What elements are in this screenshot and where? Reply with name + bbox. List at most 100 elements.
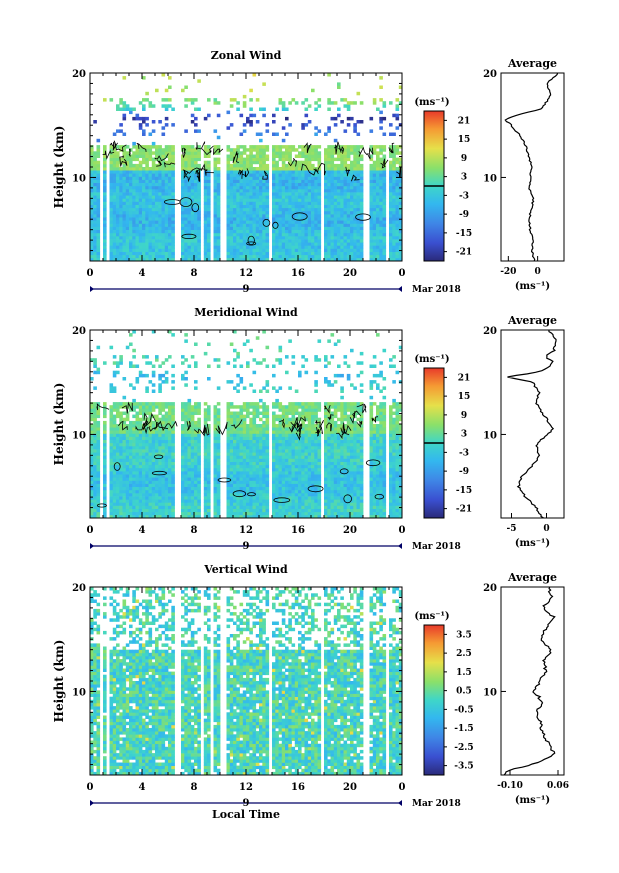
heatmap-cell — [164, 220, 169, 224]
heatmap-cell — [164, 442, 169, 447]
heatmap-cell — [311, 214, 315, 218]
heatmap-cell — [138, 430, 143, 434]
heatmap-cell — [142, 229, 146, 234]
heatmap-cell — [164, 467, 169, 472]
heatmap-cell — [125, 489, 130, 494]
heatmap-cell — [242, 232, 247, 237]
heatmap-cell — [372, 148, 377, 152]
heatmap-cell — [333, 195, 338, 199]
heatmap-cell — [330, 245, 335, 249]
heatmap-cell — [96, 489, 101, 494]
heatmap-cell — [340, 223, 344, 227]
heatmap-cell — [148, 145, 153, 149]
heatmap-cell — [359, 167, 364, 171]
heatmap-cell — [158, 433, 162, 437]
heatmap-cell — [255, 254, 260, 259]
heatmap-cell — [142, 116, 146, 121]
heatmap-cell — [171, 220, 175, 224]
heatmap-cell — [109, 163, 114, 168]
heatmap-cell — [171, 514, 175, 519]
heatmap-cell — [151, 176, 156, 180]
heatmap-cell — [356, 157, 361, 162]
heatmap-cell — [356, 245, 361, 249]
heatmap-cell — [158, 389, 162, 393]
heatmap-cell — [291, 204, 296, 209]
heatmap-cell — [398, 210, 403, 215]
heatmap-cell — [272, 160, 276, 165]
heatmap-cell — [233, 188, 237, 193]
heatmap-cell — [226, 220, 231, 224]
heatmap-cell — [109, 185, 114, 190]
heatmap-cell — [350, 145, 354, 149]
heatmap-cell — [207, 505, 211, 509]
heatmap-cell — [119, 239, 123, 243]
heatmap-cell — [382, 217, 387, 221]
heatmap-cell — [164, 480, 169, 484]
heatmap-cell — [369, 239, 374, 243]
heatmap-cell — [281, 251, 286, 256]
heatmap-cell — [90, 160, 94, 165]
heatmap-cell — [96, 452, 101, 456]
heatmap-cell — [197, 499, 201, 503]
heatmap-cell — [125, 483, 130, 487]
heatmap-cell — [171, 505, 175, 509]
heatmap-cell — [161, 201, 166, 205]
heatmap-cell — [122, 113, 127, 118]
heatmap-cell — [324, 248, 328, 252]
heatmap-cell — [216, 452, 221, 456]
heatmap-cell — [119, 455, 123, 459]
heatmap-cell — [304, 167, 309, 171]
heatmap-cell — [161, 480, 166, 484]
heatmap-cell — [246, 217, 250, 221]
x-tick-label: 12 — [239, 268, 253, 279]
heatmap-cell — [330, 220, 335, 224]
heatmap-cell — [168, 185, 172, 190]
heatmap-cell — [216, 229, 221, 234]
heatmap-cell — [291, 242, 296, 246]
heatmap-cell — [233, 220, 237, 224]
heatmap-cell — [255, 185, 260, 190]
heatmap-cell — [161, 154, 166, 158]
heatmap-cell — [96, 414, 101, 419]
heatmap-cell — [379, 163, 383, 168]
heatmap-cell — [356, 232, 361, 237]
heatmap-cell — [93, 163, 97, 168]
heatmap-cell — [213, 232, 218, 237]
colorbar-tick-label: -3 — [459, 191, 469, 201]
heatmap-cell — [116, 461, 120, 466]
heatmap-cell — [145, 436, 149, 440]
heatmap-cell — [142, 445, 146, 450]
heatmap-cell — [96, 245, 101, 249]
heatmap-cell — [203, 433, 208, 437]
heatmap-cell — [249, 254, 253, 259]
heatmap-cell — [216, 198, 221, 202]
heatmap-cell — [119, 182, 123, 187]
heatmap-cell — [187, 464, 192, 469]
heatmap-cell — [226, 496, 231, 500]
heatmap-cell — [184, 420, 188, 425]
heatmap-cell — [246, 245, 250, 249]
heatmap-cell — [356, 207, 361, 212]
heatmap-cell — [236, 154, 240, 158]
heatmap-cell — [255, 223, 260, 227]
heatmap-cell — [242, 408, 247, 412]
heatmap-cell — [168, 433, 172, 437]
heatmap-cell — [246, 207, 250, 212]
heatmap-cell — [359, 201, 364, 205]
heatmap-cell — [155, 257, 159, 262]
heatmap-cell — [116, 154, 120, 158]
heatmap-cell — [330, 254, 335, 259]
heatmap-cell — [148, 101, 153, 105]
heatmap-cell — [119, 445, 123, 450]
heatmap-cell — [112, 480, 117, 484]
heatmap-cell — [171, 408, 175, 412]
heatmap-cell — [340, 182, 344, 187]
heatmap-cell — [229, 232, 234, 237]
heatmap-cell — [181, 442, 185, 447]
heatmap-cell — [395, 248, 400, 252]
heatmap-cell — [252, 254, 257, 259]
heatmap-cell — [184, 220, 188, 224]
heatmap-cell — [340, 245, 344, 249]
heatmap-cell — [233, 483, 237, 487]
heatmap-cell — [239, 458, 244, 462]
